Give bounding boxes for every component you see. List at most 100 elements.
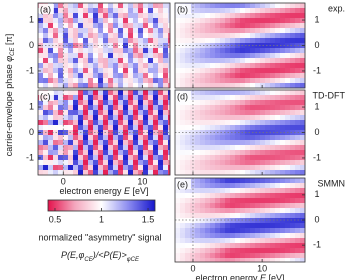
heatmap-cell xyxy=(153,83,159,89)
heatmap-cell xyxy=(153,120,159,126)
heatmap-cell xyxy=(220,170,226,176)
heatmap-cell xyxy=(250,53,256,59)
heatmap-cell xyxy=(53,58,59,64)
heatmap-cell xyxy=(215,140,221,146)
heatmap-cell xyxy=(245,115,251,121)
heatmap-cell xyxy=(63,100,69,106)
heatmap-cell xyxy=(235,73,241,79)
heatmap-cell xyxy=(73,43,79,49)
heatmap-cell xyxy=(103,78,109,84)
heatmap-cell xyxy=(48,110,54,116)
heatmap-cell xyxy=(230,110,236,116)
heatmap-cell xyxy=(200,150,206,156)
heatmap-cell xyxy=(180,115,186,121)
heatmap-cell xyxy=(38,48,44,54)
heatmap-cell xyxy=(153,53,159,59)
heatmap-cell xyxy=(63,155,69,161)
heatmap-cell xyxy=(98,95,104,101)
heatmap-cell xyxy=(210,160,216,166)
heatmap-cell xyxy=(280,83,286,89)
heatmap-cell xyxy=(245,18,251,24)
heatmap-cell xyxy=(168,160,171,166)
heatmap-cell xyxy=(260,208,266,214)
heatmap-cell xyxy=(245,3,251,9)
heatmap-cell xyxy=(185,68,191,74)
heatmap-cell xyxy=(63,28,69,34)
heatmap-cell xyxy=(68,90,74,96)
heatmap-cell xyxy=(235,90,241,96)
heatmap-cell xyxy=(235,248,241,254)
heatmap-cell xyxy=(270,198,276,204)
heatmap-cell xyxy=(265,233,271,239)
y-tick-label: 1 xyxy=(314,189,319,199)
heatmap-cell xyxy=(275,165,281,171)
heatmap-cell xyxy=(93,155,99,161)
heatmap-cell xyxy=(48,83,54,89)
heatmap-cell xyxy=(175,193,181,199)
heatmap-cell xyxy=(300,135,306,141)
heatmap-cell xyxy=(163,63,169,69)
heatmap-cell xyxy=(295,183,301,189)
heatmap-cell xyxy=(143,63,149,69)
heatmap-cell xyxy=(168,95,171,101)
heatmap-cell xyxy=(180,238,186,244)
heatmap-cell xyxy=(255,33,261,39)
heatmap-cell xyxy=(63,130,69,136)
heatmap-cell xyxy=(245,68,251,74)
heatmap-cell xyxy=(235,43,241,49)
heatmap-cell xyxy=(153,160,159,166)
heatmap-cell xyxy=(285,110,291,116)
heatmap-cell xyxy=(260,78,266,84)
heatmap-cell xyxy=(300,208,306,214)
heatmap-cell xyxy=(138,105,144,111)
heatmap-cell xyxy=(158,110,164,116)
heatmap-cell xyxy=(240,63,246,69)
heatmap-cell xyxy=(245,170,251,176)
heatmap-cell xyxy=(205,48,211,54)
heatmap-cell xyxy=(255,228,261,234)
heatmap-cell xyxy=(215,248,221,254)
y-label-text: carrier-envelope phase xyxy=(4,62,14,157)
heatmap-cell xyxy=(285,238,291,244)
heatmap-cell xyxy=(98,33,104,39)
heatmap-cell xyxy=(190,160,196,166)
heatmap-cell xyxy=(300,48,306,54)
heatmap-cell xyxy=(290,233,296,239)
heatmap-cell xyxy=(300,183,306,189)
heatmap-cell xyxy=(180,110,186,116)
heatmap-cell xyxy=(220,83,226,89)
heatmap-cell xyxy=(220,100,226,106)
heatmap-cell xyxy=(245,105,251,111)
heatmap-cell xyxy=(190,13,196,19)
heatmap-cell xyxy=(98,58,104,64)
heatmap-cell xyxy=(210,183,216,189)
heatmap-cell xyxy=(215,23,221,29)
y-tick-label: 1 xyxy=(314,101,319,111)
heatmap-cell xyxy=(83,13,89,19)
heatmap-cell xyxy=(270,18,276,24)
heatmap-cell xyxy=(250,213,256,219)
heatmap-cell xyxy=(265,258,271,263)
heatmap-cell xyxy=(113,140,119,146)
heatmap-cell xyxy=(158,8,164,14)
heatmap-cell xyxy=(153,33,159,39)
heatmap-cell xyxy=(300,63,306,69)
heatmap-cell xyxy=(133,105,139,111)
heatmap-cell xyxy=(103,3,109,9)
side-label: SMMN xyxy=(318,178,346,188)
heatmap-cell xyxy=(103,18,109,24)
heatmap-cell xyxy=(300,38,306,44)
heatmap-cell xyxy=(108,58,114,64)
heatmap-cell xyxy=(78,170,84,176)
heatmap-cell xyxy=(285,140,291,146)
heatmap-cell xyxy=(270,203,276,209)
heatmap-cell xyxy=(98,3,104,9)
heatmap-cell xyxy=(205,115,211,121)
heatmap-cell xyxy=(68,170,74,176)
heatmap-cell xyxy=(78,38,84,44)
heatmap-cell xyxy=(285,58,291,64)
heatmap-cell xyxy=(118,3,124,9)
heatmap-cell xyxy=(290,155,296,161)
heatmap-cell xyxy=(290,68,296,74)
heatmap-cell xyxy=(153,115,159,121)
